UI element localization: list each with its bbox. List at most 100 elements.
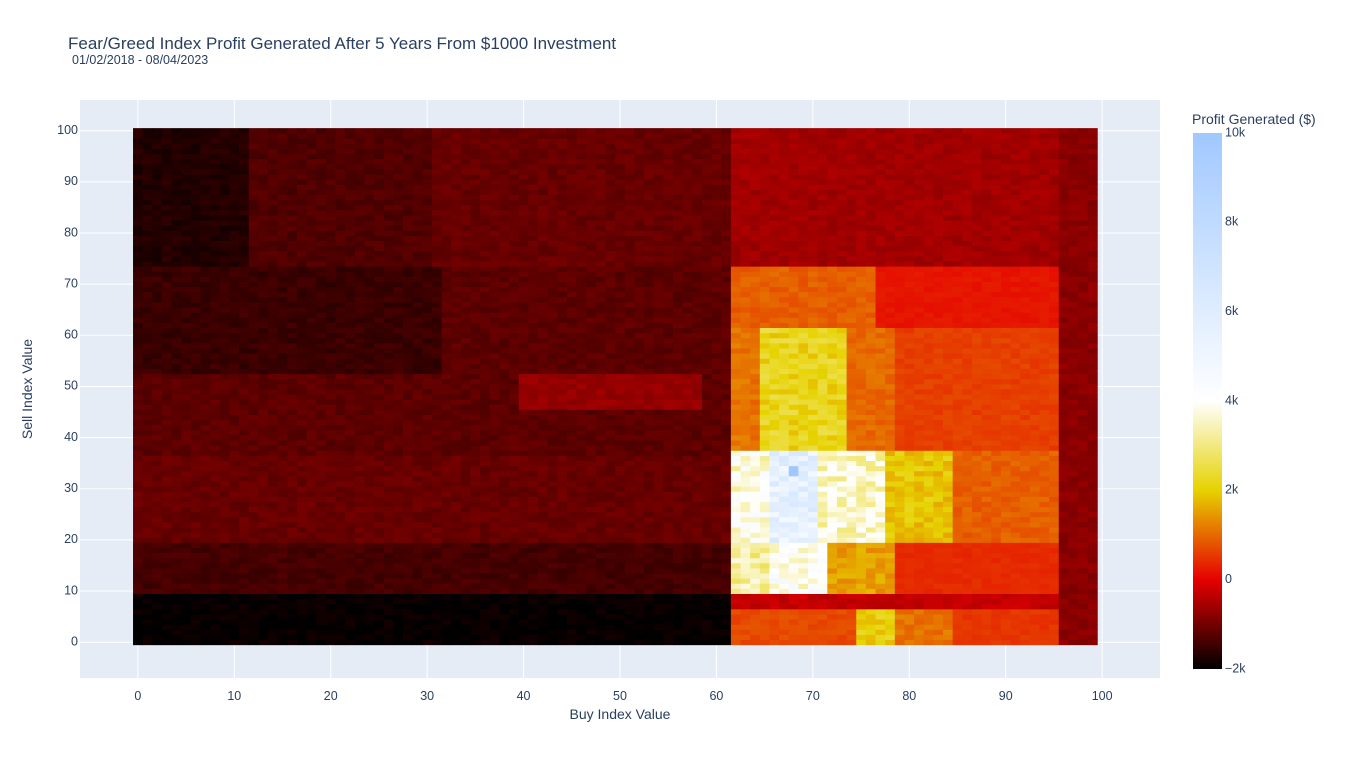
heatmap-cell[interactable]	[306, 537, 317, 543]
heatmap-cell[interactable]	[345, 491, 356, 497]
heatmap-cell[interactable]	[470, 440, 481, 446]
heatmap-cell[interactable]	[605, 573, 616, 579]
heatmap-cell[interactable]	[229, 557, 240, 564]
heatmap-cell[interactable]	[557, 373, 568, 380]
heatmap-cell[interactable]	[210, 440, 221, 446]
heatmap-cell[interactable]	[509, 419, 520, 426]
heatmap-cell[interactable]	[557, 583, 568, 589]
heatmap-cell[interactable]	[538, 337, 549, 344]
heatmap-cell[interactable]	[412, 256, 423, 262]
heatmap-cell[interactable]	[538, 542, 549, 548]
heatmap-cell[interactable]	[374, 532, 385, 538]
heatmap-cell[interactable]	[354, 240, 365, 247]
heatmap-cell[interactable]	[354, 409, 365, 415]
heatmap-cell[interactable]	[528, 608, 539, 615]
heatmap-cell[interactable]	[412, 588, 423, 595]
heatmap-cell[interactable]	[219, 491, 230, 497]
heatmap-cell[interactable]	[528, 235, 539, 242]
heatmap-cell[interactable]	[557, 419, 568, 426]
heatmap-cell[interactable]	[547, 481, 558, 487]
heatmap-cell[interactable]	[460, 291, 471, 298]
heatmap-cell[interactable]	[258, 230, 269, 236]
heatmap-cell[interactable]	[229, 409, 240, 415]
heatmap-cell[interactable]	[268, 404, 279, 410]
heatmap-cell[interactable]	[480, 169, 491, 175]
heatmap-cell[interactable]	[354, 143, 365, 149]
heatmap-cell[interactable]	[200, 634, 211, 641]
heatmap-cell[interactable]	[325, 209, 336, 216]
heatmap-cell[interactable]	[287, 496, 298, 502]
heatmap-cell[interactable]	[460, 394, 471, 400]
heatmap-cell[interactable]	[538, 399, 549, 405]
heatmap-cell[interactable]	[595, 511, 606, 518]
heatmap-cell[interactable]	[181, 312, 192, 318]
heatmap-cell[interactable]	[354, 532, 365, 538]
heatmap-cell[interactable]	[306, 353, 317, 359]
heatmap-cell[interactable]	[557, 337, 568, 344]
heatmap-cell[interactable]	[586, 215, 597, 221]
heatmap-cell[interactable]	[470, 593, 481, 600]
heatmap-cell[interactable]	[431, 516, 443, 523]
heatmap-cell[interactable]	[422, 537, 433, 543]
heatmap-cell[interactable]	[229, 256, 240, 262]
heatmap-cell[interactable]	[422, 271, 433, 277]
heatmap-cell[interactable]	[133, 256, 144, 262]
heatmap-cell[interactable]	[441, 220, 452, 226]
heatmap-cell[interactable]	[335, 470, 346, 477]
heatmap-cell[interactable]	[412, 215, 423, 221]
heatmap-cell[interactable]	[566, 332, 578, 339]
heatmap-cell[interactable]	[287, 399, 298, 405]
heatmap-cell[interactable]	[335, 491, 346, 497]
heatmap-cell[interactable]	[538, 404, 549, 410]
heatmap-cell[interactable]	[239, 634, 250, 641]
heatmap-cell[interactable]	[152, 276, 163, 282]
heatmap-cell[interactable]	[335, 614, 346, 620]
heatmap-cell[interactable]	[489, 383, 500, 390]
heatmap-cell[interactable]	[316, 501, 327, 508]
heatmap-cell[interactable]	[557, 317, 568, 323]
heatmap-cell[interactable]	[152, 537, 163, 543]
heatmap-cell[interactable]	[566, 394, 578, 400]
heatmap-cell[interactable]	[595, 506, 606, 513]
heatmap-cell[interactable]	[210, 332, 221, 339]
heatmap-cell[interactable]	[133, 312, 144, 318]
heatmap-cell[interactable]	[152, 174, 163, 180]
heatmap-cell[interactable]	[133, 307, 144, 313]
heatmap-cell[interactable]	[345, 199, 356, 206]
heatmap-cell[interactable]	[133, 189, 144, 196]
heatmap-cell[interactable]	[210, 394, 221, 400]
heatmap-cell[interactable]	[306, 491, 317, 497]
heatmap-cell[interactable]	[518, 230, 529, 236]
heatmap-cell[interactable]	[451, 557, 462, 564]
heatmap-cell[interactable]	[451, 179, 462, 185]
heatmap-cell[interactable]	[248, 317, 259, 323]
heatmap-cell[interactable]	[133, 557, 144, 564]
heatmap-cell[interactable]	[557, 189, 568, 196]
heatmap-cell[interactable]	[229, 368, 240, 375]
heatmap-cell[interactable]	[422, 435, 433, 441]
heatmap-cell[interactable]	[557, 547, 568, 554]
heatmap-cell[interactable]	[595, 475, 606, 482]
heatmap-cell[interactable]	[528, 532, 539, 538]
heatmap-cell[interactable]	[412, 608, 423, 615]
heatmap-cell[interactable]	[248, 271, 259, 277]
heatmap-cell[interactable]	[190, 429, 201, 436]
heatmap-cell[interactable]	[354, 389, 365, 395]
heatmap-cell[interactable]	[296, 194, 308, 201]
heatmap-cell[interactable]	[538, 250, 549, 257]
heatmap-cell[interactable]	[316, 460, 327, 467]
heatmap-cell[interactable]	[470, 445, 481, 451]
heatmap-cell[interactable]	[200, 603, 211, 610]
heatmap-cell[interactable]	[509, 475, 520, 482]
heatmap-cell[interactable]	[441, 332, 452, 339]
heatmap-cell[interactable]	[576, 194, 587, 201]
heatmap-cell[interactable]	[547, 307, 558, 313]
heatmap-cell[interactable]	[538, 486, 549, 492]
heatmap-cell[interactable]	[518, 394, 529, 400]
heatmap-cell[interactable]	[509, 450, 520, 456]
heatmap-cell[interactable]	[364, 506, 375, 513]
heatmap-cell[interactable]	[518, 327, 529, 334]
heatmap-cell[interactable]	[393, 199, 404, 206]
heatmap-cell[interactable]	[354, 204, 365, 211]
heatmap-cell[interactable]	[190, 455, 201, 462]
